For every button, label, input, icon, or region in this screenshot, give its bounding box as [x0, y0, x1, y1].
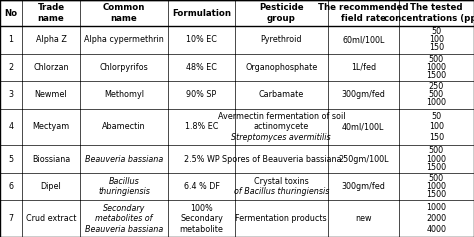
Text: 1000: 1000 [426, 182, 447, 191]
Text: 48% EC: 48% EC [186, 63, 217, 72]
Text: No: No [5, 9, 18, 18]
Text: Alpha Z: Alpha Z [36, 35, 66, 44]
Text: Mectyam: Mectyam [32, 123, 70, 131]
Text: 1L/fed: 1L/fed [351, 63, 376, 72]
Text: Trade
name: Trade name [37, 3, 64, 23]
Text: Common
name: Common name [103, 3, 145, 23]
Text: Newmel: Newmel [35, 90, 67, 99]
Text: Chlorzan: Chlorzan [33, 63, 69, 72]
Text: 4000: 4000 [426, 225, 447, 234]
Text: 500: 500 [429, 55, 444, 64]
Text: 60ml/100L: 60ml/100L [342, 35, 384, 44]
Text: 1500: 1500 [426, 163, 447, 172]
Text: 300gm/fed: 300gm/fed [341, 90, 385, 99]
Text: Alpha cypermethrin: Alpha cypermethrin [84, 35, 164, 44]
Text: Avermectin fermentation of soil: Avermectin fermentation of soil [218, 112, 345, 121]
Text: 1.8% EC: 1.8% EC [185, 123, 218, 131]
Text: 6: 6 [9, 182, 14, 191]
Text: 10% EC: 10% EC [186, 35, 217, 44]
Text: 100: 100 [429, 123, 444, 131]
Text: 2000: 2000 [426, 214, 447, 223]
Text: Crud extract: Crud extract [26, 214, 76, 223]
Text: 250gm/100L: 250gm/100L [338, 155, 389, 164]
Text: 4: 4 [9, 123, 14, 131]
Text: 150: 150 [429, 43, 444, 52]
Text: 1000: 1000 [426, 63, 447, 72]
Text: Streptomyces avermitilis: Streptomyces avermitilis [231, 133, 331, 141]
Text: 100: 100 [429, 35, 444, 44]
Text: 1000: 1000 [426, 155, 447, 164]
Text: 7: 7 [9, 214, 14, 223]
Text: 2.5% WP: 2.5% WP [184, 155, 219, 164]
Text: 1: 1 [9, 35, 14, 44]
Text: 6.4 % DF: 6.4 % DF [183, 182, 219, 191]
Text: Abamectin: Abamectin [102, 123, 146, 131]
Text: 500: 500 [429, 90, 444, 99]
Text: 500: 500 [429, 174, 444, 183]
Text: Bacillus
thuringiensis: Bacillus thuringiensis [98, 177, 150, 196]
Text: 90% SP: 90% SP [186, 90, 217, 99]
Text: Methomyl: Methomyl [104, 90, 144, 99]
Text: 3: 3 [9, 90, 14, 99]
Text: Spores of Beauveria bassiana: Spores of Beauveria bassiana [221, 155, 341, 164]
Text: Formulation: Formulation [172, 9, 231, 18]
Text: Fermentation products: Fermentation products [236, 214, 327, 223]
Text: Biossiana: Biossiana [32, 155, 70, 164]
Text: new: new [355, 214, 372, 223]
Text: 500: 500 [429, 146, 444, 155]
Text: 300gm/fed: 300gm/fed [341, 182, 385, 191]
Text: 2: 2 [9, 63, 14, 72]
Text: 1500: 1500 [426, 190, 447, 199]
Text: 100%
Secondary
metabolite: 100% Secondary metabolite [180, 204, 224, 233]
Text: actinomycete: actinomycete [254, 123, 309, 131]
Text: Beauveria bassiana: Beauveria bassiana [85, 155, 163, 164]
Text: 1000: 1000 [426, 203, 447, 212]
Text: 50: 50 [431, 112, 441, 121]
Text: 40ml/100L: 40ml/100L [342, 123, 384, 131]
Text: 150: 150 [429, 133, 444, 142]
Text: Crystal toxins: Crystal toxins [254, 177, 309, 186]
Text: Pesticide
group: Pesticide group [259, 3, 304, 23]
Text: 250: 250 [428, 82, 444, 91]
Text: Carbamate: Carbamate [259, 90, 304, 99]
Text: 1500: 1500 [426, 71, 447, 80]
Text: of Bacillus thuringiensis: of Bacillus thuringiensis [234, 187, 329, 196]
Text: Dipel: Dipel [41, 182, 61, 191]
Text: Secondary
metabolites of
Beauveria bassiana: Secondary metabolites of Beauveria bassi… [85, 204, 163, 233]
Text: 5: 5 [9, 155, 14, 164]
Text: The recommended
field rate: The recommended field rate [318, 3, 409, 23]
Text: Chlorpyrifos: Chlorpyrifos [100, 63, 148, 72]
Text: 50: 50 [431, 27, 441, 36]
Text: Organophosphate: Organophosphate [245, 63, 318, 72]
Text: Pyrethroid: Pyrethroid [261, 35, 302, 44]
Text: 1000: 1000 [426, 98, 447, 107]
Text: The tested
concentrations (ppm): The tested concentrations (ppm) [383, 3, 474, 23]
